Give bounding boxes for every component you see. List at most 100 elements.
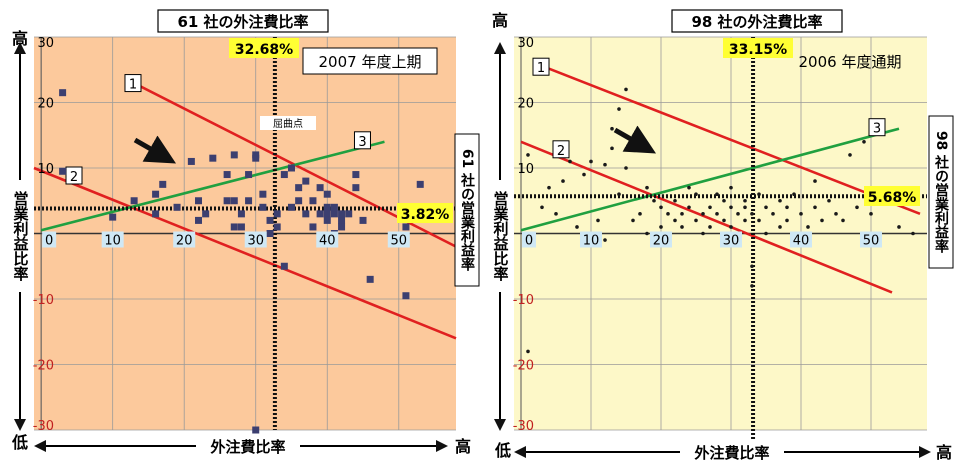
data-point — [345, 210, 353, 218]
y-tick-label: -10 — [513, 293, 534, 308]
y-tick-label: -10 — [33, 293, 54, 308]
x-high-label: 高 — [455, 437, 471, 456]
data-point — [540, 205, 544, 210]
data-point — [848, 153, 852, 157]
data-point — [526, 349, 530, 354]
data-point — [547, 185, 551, 190]
y-tick-label: -20 — [33, 359, 54, 374]
line-label-box-1 — [124, 74, 142, 93]
data-point — [687, 205, 691, 210]
x-tick-bg — [173, 231, 196, 248]
data-point — [323, 190, 331, 198]
data-point — [729, 225, 733, 229]
data-point — [813, 179, 817, 183]
x-tick-label: 40 — [793, 234, 810, 249]
data-point — [237, 223, 245, 231]
trend-arrow-icon — [133, 135, 177, 164]
data-point — [316, 184, 324, 192]
chart-title: 61 社の外注費比率 — [177, 13, 308, 31]
data-point — [237, 210, 245, 218]
data-point — [330, 203, 338, 211]
reference-line-2 — [520, 140, 893, 294]
trend-arrow-icon — [613, 125, 657, 154]
data-point — [309, 223, 317, 231]
avg-y-label-box — [397, 203, 453, 223]
data-point — [561, 179, 565, 183]
data-point — [680, 225, 684, 229]
data-point — [416, 180, 424, 188]
data-point — [743, 205, 747, 210]
data-point — [223, 197, 231, 205]
data-point — [736, 212, 740, 216]
x-tick-label: 30 — [247, 234, 264, 249]
data-point — [610, 146, 614, 151]
period-label-box — [302, 47, 438, 75]
right-chart-panel: 1 2 3 0 10 20 30 40 50 30 20 10 -10 -20 -30 98 社の外注費比… — [488, 9, 954, 462]
x-tick-label: 0 — [525, 234, 533, 249]
x-axis-label-box — [196, 436, 300, 456]
data-point — [862, 140, 866, 144]
data-point — [722, 218, 726, 223]
y-axis-label: 営業利益比率 — [492, 190, 510, 282]
x-tick-label: 40 — [319, 234, 336, 249]
data-point — [287, 203, 295, 211]
data-point — [330, 210, 338, 218]
x-tick-bg — [580, 231, 602, 248]
x-high-label: 高 — [936, 443, 952, 462]
avg-y-label: 5.68% — [868, 190, 917, 206]
data-point — [366, 275, 374, 283]
data-point — [59, 167, 67, 175]
chart-title-box — [157, 9, 329, 33]
data-point — [617, 192, 621, 196]
data-point — [869, 212, 873, 216]
data-point — [757, 192, 761, 196]
y-high-label: 高 — [12, 29, 28, 48]
data-point — [708, 225, 712, 229]
data-point — [645, 231, 649, 236]
avg-y-label-box — [864, 186, 920, 206]
data-point — [280, 262, 288, 270]
reference-line-2 — [33, 166, 457, 340]
line-label-3: 3 — [358, 135, 366, 150]
data-point — [743, 218, 747, 223]
data-point — [554, 212, 558, 216]
period-label: 2007 年度上期 — [319, 53, 422, 71]
y-tick-label: -30 — [513, 419, 534, 434]
chart-title: 98 社の外注費比率 — [691, 13, 822, 31]
data-point — [323, 216, 331, 224]
tick-labels: 0 10 20 30 40 50 30 20 10 -10 -20 -30 — [513, 36, 882, 434]
avg-y-label: 3.82% — [401, 207, 450, 223]
y-tick-label: -30 — [33, 419, 54, 434]
data-point — [266, 216, 274, 224]
x-tick-bg — [387, 231, 410, 248]
data-point — [309, 197, 317, 205]
y-axis-label-box — [8, 180, 32, 292]
data-point — [715, 212, 719, 216]
data-point — [785, 218, 789, 223]
data-point — [202, 210, 210, 218]
line-label-2: 2 — [557, 144, 565, 159]
data-point — [799, 212, 803, 216]
chart-title-box — [671, 9, 843, 33]
avg-x-label: 33.15% — [729, 42, 787, 58]
data-point — [813, 205, 817, 210]
data-point — [273, 210, 281, 218]
data-point — [603, 162, 607, 167]
data-point — [743, 198, 747, 203]
data-point — [659, 225, 663, 229]
line-label-box-1 — [532, 57, 550, 76]
right-label-box — [454, 133, 480, 287]
avg-x-label-box — [229, 38, 299, 58]
data-point — [694, 218, 698, 223]
data-point — [764, 231, 768, 236]
data-point — [568, 159, 572, 164]
data-point — [352, 171, 360, 179]
data-point — [652, 198, 656, 203]
y-low-label: 低 — [11, 433, 28, 452]
data-point — [109, 213, 117, 221]
data-point — [302, 210, 310, 218]
data-point — [617, 107, 621, 111]
data-point — [701, 231, 705, 236]
regression-lines: 1 2 3 — [520, 57, 921, 294]
data-point — [402, 292, 410, 300]
